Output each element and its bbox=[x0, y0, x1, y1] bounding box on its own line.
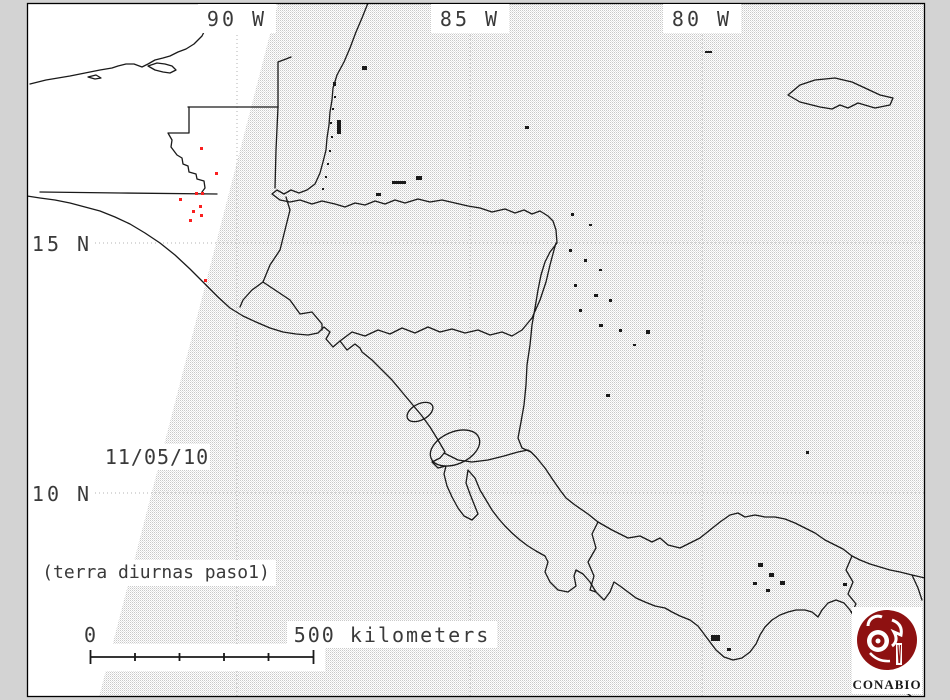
fire-hotspot-dot bbox=[200, 214, 203, 217]
border-mexico-guatemala-west bbox=[167, 106, 206, 195]
coastline-caribbean bbox=[271, 3, 925, 579]
fire-hotspot-dot bbox=[189, 219, 192, 222]
island-jamaica bbox=[787, 77, 894, 110]
meridian-label-85w: 85 W bbox=[431, 4, 509, 33]
border-honduras-nicaragua bbox=[339, 242, 557, 342]
conabio-logo-text: CONABIO bbox=[852, 677, 922, 692]
meridian-label-80w: 80 W bbox=[663, 4, 741, 33]
fire-hotspot-dot bbox=[204, 279, 207, 282]
parallel-label-10n: 10 N bbox=[29, 479, 95, 508]
lake-managua bbox=[406, 401, 434, 423]
small-islands bbox=[322, 51, 847, 651]
border-elsalvador-honduras bbox=[262, 281, 323, 331]
conabio-logo: CONABIO bbox=[852, 607, 922, 694]
laguna-terminos bbox=[147, 62, 177, 74]
fire-hotspot-dot bbox=[201, 192, 204, 195]
fire-hotspot-dot bbox=[200, 147, 203, 150]
meridian-label-90w: 90 W bbox=[198, 4, 276, 33]
conabio-logo-emblem bbox=[857, 610, 917, 670]
satellite-pass-label: (terra diurnas paso1) bbox=[36, 560, 276, 586]
parallel-label-15n: 15 N bbox=[29, 229, 95, 258]
fire-hotspot-dot bbox=[199, 205, 202, 208]
coastline-pacific bbox=[27, 195, 913, 697]
border-guatemala-belize bbox=[274, 106, 279, 189]
border-straight-segment bbox=[39, 191, 218, 195]
scale-start-label: 0 bbox=[80, 621, 102, 648]
coastline-colombia-corner bbox=[911, 574, 923, 601]
map-frame-border bbox=[26, 2, 926, 698]
border-guatemala-elsalvador bbox=[239, 281, 264, 308]
scale-bar bbox=[89, 650, 315, 664]
coastline-gulf-of-mexico bbox=[29, 3, 210, 85]
fire-hotspot-dot bbox=[215, 172, 218, 175]
border-guatemala-honduras bbox=[262, 196, 291, 283]
fire-hotspot-dot bbox=[195, 192, 198, 195]
border-nicaragua-costarica bbox=[443, 449, 532, 463]
border-costarica-panama bbox=[587, 521, 599, 593]
satellite-swath-area bbox=[27, 3, 278, 697]
border-mexico-belize bbox=[277, 56, 292, 108]
fire-hotspot-dot bbox=[179, 198, 182, 201]
fire-hotspot-dot bbox=[192, 210, 195, 213]
small-coast-islet bbox=[87, 74, 102, 80]
graticule-gridlines bbox=[27, 3, 925, 697]
border-panama-colombia bbox=[845, 555, 857, 613]
scale-end-label: 500 kilometers bbox=[287, 621, 497, 648]
date-label: 11/05/10 bbox=[104, 444, 210, 470]
lake-nicaragua bbox=[429, 429, 481, 467]
